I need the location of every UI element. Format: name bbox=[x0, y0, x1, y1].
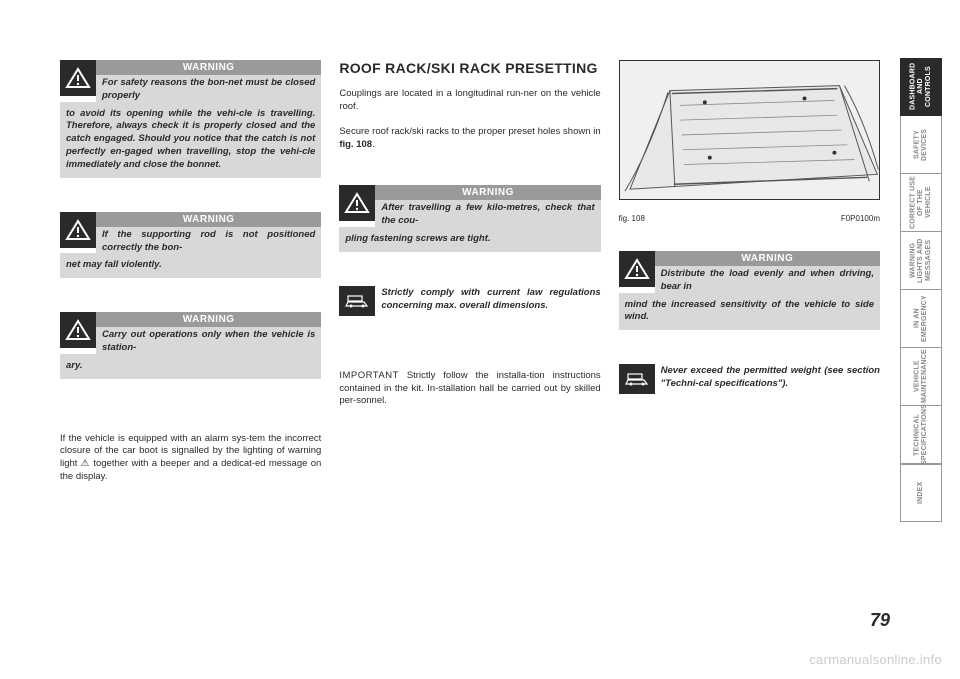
info-text: Strictly comply with current law regulat… bbox=[381, 286, 600, 313]
warning-triangle-icon bbox=[60, 212, 96, 248]
tab-emergency[interactable]: IN AN EMERGENCY bbox=[900, 290, 942, 348]
tab-warning-lights[interactable]: WARNING LIGHTS AND MESSAGES bbox=[900, 232, 942, 290]
warning-text: Distribute the load evenly and when driv… bbox=[655, 266, 880, 294]
warning-text: pling fastening screws are tight. bbox=[339, 227, 600, 252]
car-load-icon bbox=[339, 286, 375, 316]
warning-load-distribution: WARNING Distribute the load evenly and w… bbox=[619, 251, 880, 330]
warning-text: If the supporting rod is not positioned … bbox=[96, 227, 321, 255]
tab-correct-use[interactable]: CORRECT USE OF THE VEHICLE bbox=[900, 174, 942, 232]
important-lead: IMPORTANT bbox=[339, 370, 399, 381]
fig-number: fig. 108 bbox=[619, 214, 645, 223]
warning-label: WARNING bbox=[375, 185, 600, 200]
car-load-icon bbox=[619, 364, 655, 394]
warning-fastening-screws: WARNING After travelling a few kilo-metr… bbox=[339, 185, 600, 251]
paragraph-couplings: Couplings are located in a longitudinal … bbox=[339, 88, 600, 114]
warning-text: net may fall violently. bbox=[60, 253, 321, 278]
tab-maintenance[interactable]: VEHICLE MAINTENANCE bbox=[900, 348, 942, 406]
figure-caption: fig. 108 F0P0100m bbox=[619, 214, 880, 223]
page-number: 79 bbox=[870, 610, 890, 631]
warning-label: WARNING bbox=[96, 212, 321, 227]
section-title: ROOF RACK/SKI RACK PRESETTING bbox=[339, 60, 600, 76]
warning-label: WARNING bbox=[96, 60, 321, 75]
paragraph-important: IMPORTANT Strictly follow the installa-t… bbox=[339, 370, 600, 408]
column-right: fig. 108 F0P0100m WARNING Distribute the… bbox=[619, 60, 880, 484]
content-columns: WARNING For safety reasons the bon-net m… bbox=[60, 60, 880, 484]
warning-triangle-icon bbox=[619, 251, 655, 287]
info-law-regulations: Strictly comply with current law regulat… bbox=[339, 286, 600, 316]
warning-triangle-icon bbox=[60, 312, 96, 348]
warning-text: ary. bbox=[60, 354, 321, 379]
tab-specifications[interactable]: TECHNICAL SPECIFICATIONS bbox=[900, 406, 942, 464]
manual-page: WARNING For safety reasons the bon-net m… bbox=[0, 0, 960, 679]
column-left: WARNING For safety reasons the bon-net m… bbox=[60, 60, 321, 484]
tab-index[interactable]: INDEX bbox=[900, 464, 942, 522]
watermark: carmanualsonline.info bbox=[809, 652, 942, 667]
fig-ref: fig. 108 bbox=[339, 139, 372, 150]
warning-text: After travelling a few kilo-metres, chec… bbox=[375, 200, 600, 228]
info-text: Never exceed the permitted weight (see s… bbox=[661, 364, 880, 391]
info-max-weight: Never exceed the permitted weight (see s… bbox=[619, 364, 880, 394]
text: . bbox=[372, 139, 375, 150]
warning-triangle-icon bbox=[339, 185, 375, 221]
column-middle: ROOF RACK/SKI RACK PRESETTING Couplings … bbox=[339, 60, 600, 484]
figure-roof-rack bbox=[619, 60, 880, 200]
paragraph-alarm: If the vehicle is equipped with an alarm… bbox=[60, 433, 321, 484]
warning-label: WARNING bbox=[655, 251, 880, 266]
warning-text: For safety reasons the bon-net must be c… bbox=[96, 75, 321, 103]
warning-text: Carry out operations only when the vehic… bbox=[96, 327, 321, 355]
warning-label: WARNING bbox=[96, 312, 321, 327]
warning-supporting-rod: WARNING If the supporting rod is not pos… bbox=[60, 212, 321, 278]
warning-text: mind the increased sensitivity of the ve… bbox=[619, 293, 880, 331]
paragraph-secure: Secure roof rack/ski racks to the proper… bbox=[339, 126, 600, 152]
warning-text: to avoid its opening while the vehi-cle … bbox=[60, 102, 321, 178]
warning-bonnet-safety: WARNING For safety reasons the bon-net m… bbox=[60, 60, 321, 178]
warning-triangle-icon bbox=[60, 60, 96, 96]
fig-code: F0P0100m bbox=[841, 214, 880, 223]
section-tabs: DASHBOARD AND CONTROLS SAFETY DEVICES CO… bbox=[900, 58, 942, 522]
tab-safety[interactable]: SAFETY DEVICES bbox=[900, 116, 942, 174]
text: Secure roof rack/ski racks to the proper… bbox=[339, 126, 600, 137]
tab-dashboard[interactable]: DASHBOARD AND CONTROLS bbox=[900, 58, 942, 116]
warning-stationary: WARNING Carry out operations only when t… bbox=[60, 312, 321, 378]
